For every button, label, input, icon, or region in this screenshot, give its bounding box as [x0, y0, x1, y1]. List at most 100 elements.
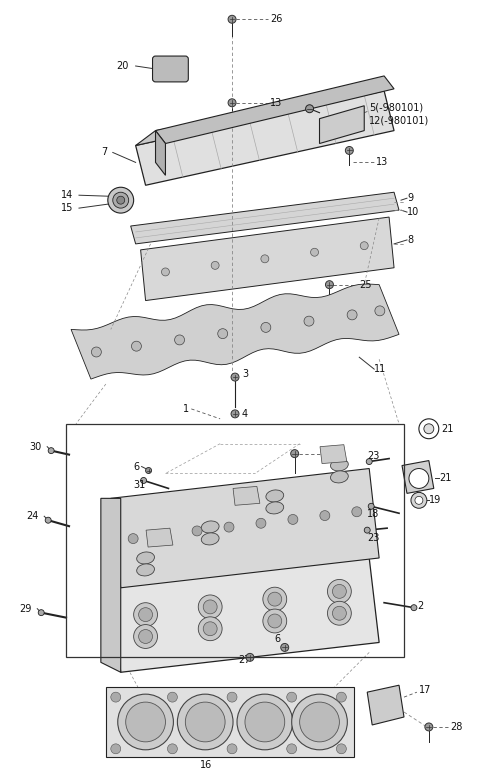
Polygon shape [320, 445, 347, 463]
Circle shape [336, 744, 347, 753]
Ellipse shape [331, 459, 348, 471]
Circle shape [128, 533, 138, 543]
Circle shape [325, 281, 334, 289]
Text: 7: 7 [101, 147, 107, 157]
Circle shape [237, 694, 293, 750]
Circle shape [364, 527, 370, 533]
Circle shape [178, 694, 233, 750]
Text: 20: 20 [116, 61, 128, 71]
Text: 4: 4 [242, 409, 248, 419]
Circle shape [345, 147, 353, 154]
Circle shape [231, 410, 239, 418]
Circle shape [111, 744, 121, 753]
Text: 29: 29 [19, 604, 32, 614]
Circle shape [168, 692, 178, 702]
Circle shape [311, 249, 319, 256]
Circle shape [304, 317, 314, 326]
Circle shape [327, 601, 351, 625]
Polygon shape [136, 91, 384, 145]
Circle shape [133, 603, 157, 627]
Circle shape [126, 702, 166, 742]
Circle shape [368, 503, 374, 510]
Text: 21: 21 [441, 424, 453, 434]
Text: 16: 16 [200, 760, 213, 770]
Circle shape [108, 188, 133, 213]
Polygon shape [141, 217, 394, 300]
Circle shape [256, 518, 266, 528]
Circle shape [117, 196, 125, 204]
Polygon shape [131, 192, 399, 244]
Circle shape [161, 268, 169, 276]
Circle shape [336, 692, 347, 702]
Text: 28: 28 [451, 722, 463, 732]
Circle shape [168, 744, 178, 753]
Circle shape [45, 517, 51, 523]
Text: 27: 27 [238, 655, 251, 665]
Text: 26: 26 [270, 14, 282, 24]
Circle shape [327, 580, 351, 603]
Polygon shape [71, 284, 399, 379]
Circle shape [141, 477, 146, 483]
Circle shape [300, 702, 339, 742]
Circle shape [133, 625, 157, 648]
Ellipse shape [137, 564, 155, 576]
Text: 13: 13 [376, 157, 388, 168]
Circle shape [261, 323, 271, 333]
Text: 12(-980101): 12(-980101) [369, 116, 430, 126]
Circle shape [291, 449, 299, 458]
Circle shape [263, 587, 287, 611]
Text: 17: 17 [419, 686, 431, 695]
Circle shape [268, 614, 282, 628]
Ellipse shape [201, 521, 219, 533]
Circle shape [38, 610, 44, 615]
Circle shape [360, 242, 368, 249]
Polygon shape [111, 469, 379, 587]
Text: 6: 6 [133, 462, 140, 472]
Circle shape [211, 262, 219, 269]
Circle shape [261, 255, 269, 262]
Text: 11: 11 [374, 364, 386, 374]
Circle shape [228, 15, 236, 23]
Circle shape [139, 608, 153, 621]
Circle shape [281, 643, 288, 652]
Circle shape [132, 341, 142, 351]
Circle shape [268, 592, 282, 606]
Text: 19: 19 [429, 496, 441, 506]
Circle shape [288, 514, 298, 524]
Circle shape [231, 373, 239, 381]
Circle shape [415, 496, 423, 504]
Text: 18: 18 [367, 510, 380, 520]
Circle shape [192, 526, 202, 536]
Text: 30: 30 [29, 442, 42, 452]
Circle shape [113, 192, 129, 208]
Circle shape [263, 609, 287, 633]
Text: 25: 25 [359, 279, 372, 290]
Circle shape [246, 653, 254, 662]
Polygon shape [106, 687, 354, 757]
Polygon shape [320, 106, 364, 144]
Text: 14: 14 [61, 190, 73, 200]
Circle shape [224, 522, 234, 532]
Circle shape [366, 459, 372, 465]
Circle shape [409, 469, 429, 489]
Circle shape [111, 692, 121, 702]
Circle shape [287, 692, 297, 702]
Bar [66, 424, 404, 658]
Circle shape [203, 600, 217, 614]
Circle shape [227, 692, 237, 702]
Text: 9: 9 [407, 193, 413, 203]
Circle shape [411, 493, 427, 508]
Ellipse shape [266, 490, 284, 502]
Circle shape [245, 702, 285, 742]
Polygon shape [146, 528, 173, 547]
Ellipse shape [266, 502, 284, 514]
Circle shape [347, 310, 357, 320]
Polygon shape [233, 486, 260, 506]
Polygon shape [111, 558, 379, 672]
Circle shape [198, 595, 222, 619]
Circle shape [175, 335, 184, 345]
Circle shape [185, 702, 225, 742]
Circle shape [292, 694, 348, 750]
Ellipse shape [137, 552, 155, 564]
Ellipse shape [201, 533, 219, 545]
